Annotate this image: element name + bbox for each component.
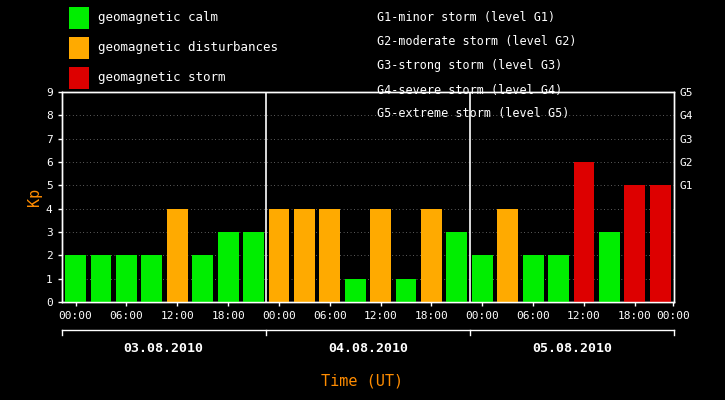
Bar (243, 232, 264, 302)
Bar (650, 185, 671, 302)
Bar (294, 209, 315, 302)
Text: geomagnetic disturbances: geomagnetic disturbances (98, 42, 278, 54)
Bar (167, 209, 188, 302)
Text: geomagnetic calm: geomagnetic calm (98, 12, 218, 24)
Bar (523, 255, 544, 302)
Text: G5-extreme storm (level G5): G5-extreme storm (level G5) (377, 108, 569, 120)
Bar (345, 279, 365, 302)
Bar (141, 255, 162, 302)
Bar (573, 162, 594, 302)
Bar (447, 232, 468, 302)
Text: G3-strong storm (level G3): G3-strong storm (level G3) (377, 60, 563, 72)
Bar (192, 255, 213, 302)
Text: G4-severe storm (level G4): G4-severe storm (level G4) (377, 84, 563, 96)
Bar (548, 255, 569, 302)
Text: G2-moderate storm (level G2): G2-moderate storm (level G2) (377, 36, 576, 48)
Bar (218, 232, 239, 302)
Bar (370, 209, 391, 302)
Bar (65, 255, 86, 302)
Bar (497, 209, 518, 302)
Text: 05.08.2010: 05.08.2010 (532, 342, 612, 354)
Bar (624, 185, 645, 302)
Bar (116, 255, 137, 302)
Bar (421, 209, 442, 302)
Bar (396, 279, 416, 302)
Text: 03.08.2010: 03.08.2010 (124, 342, 204, 354)
Bar (320, 209, 340, 302)
Text: Time (UT): Time (UT) (321, 373, 404, 388)
Bar (472, 255, 493, 302)
Y-axis label: Kp: Kp (27, 188, 41, 206)
Bar (268, 209, 289, 302)
Bar (599, 232, 620, 302)
Text: G1-minor storm (level G1): G1-minor storm (level G1) (377, 12, 555, 24)
Text: 04.08.2010: 04.08.2010 (328, 342, 408, 354)
Bar (91, 255, 112, 302)
Text: geomagnetic storm: geomagnetic storm (98, 72, 225, 84)
